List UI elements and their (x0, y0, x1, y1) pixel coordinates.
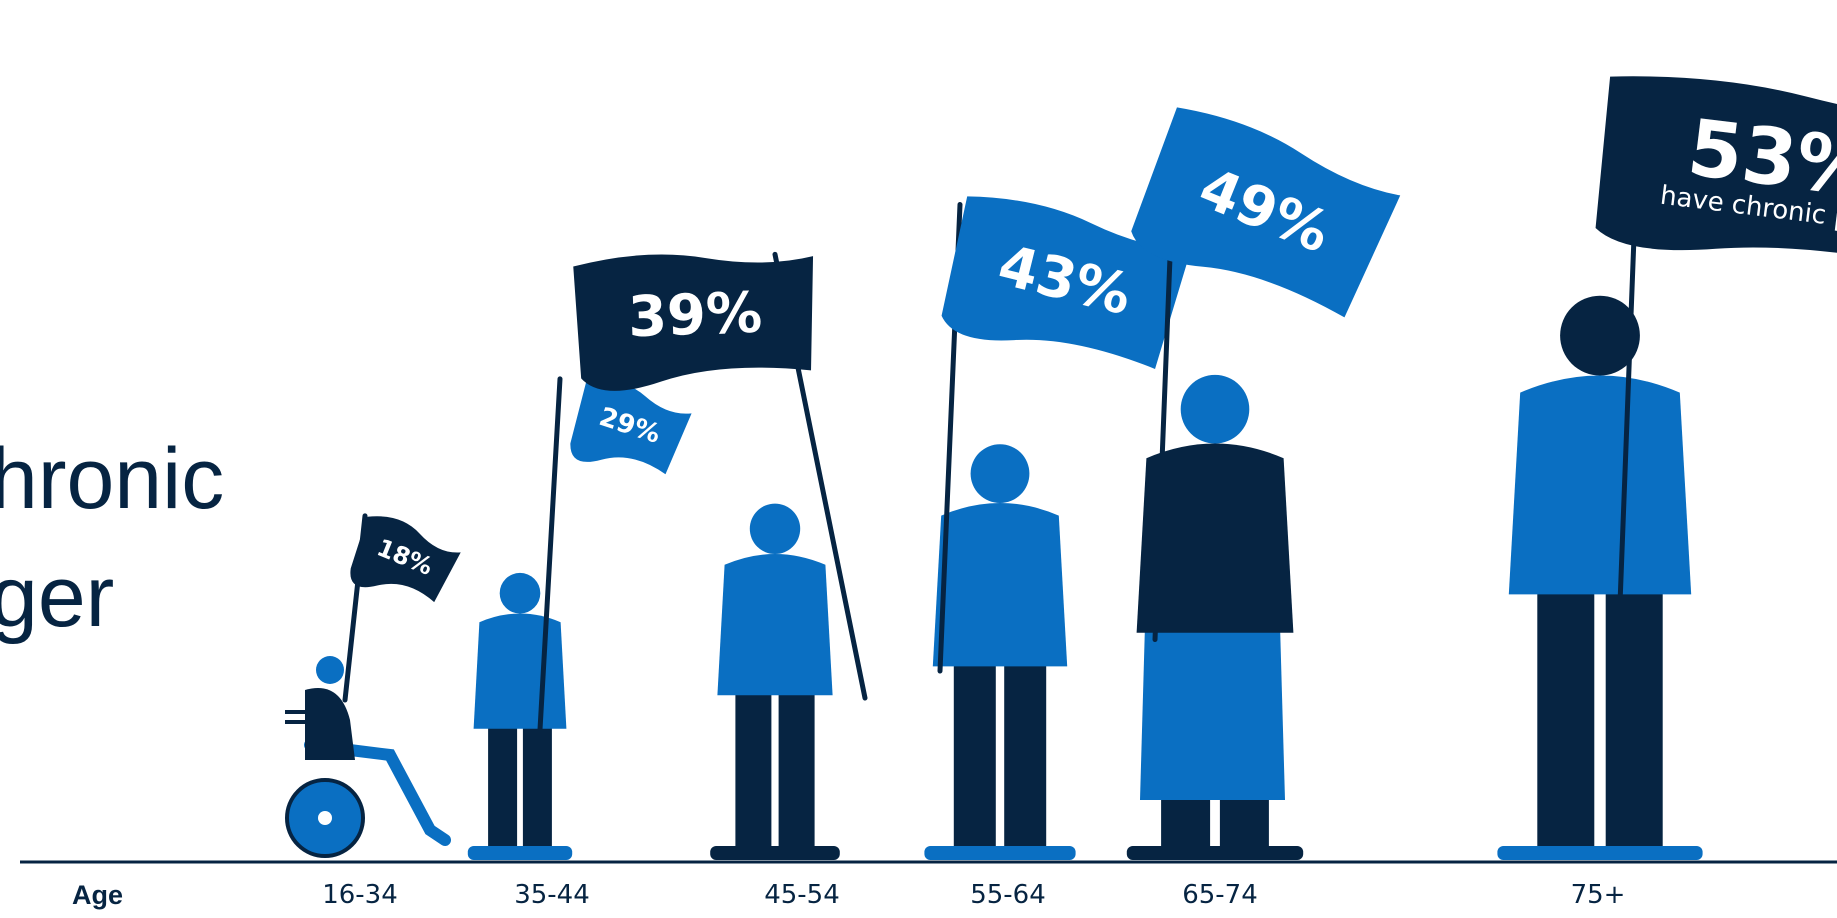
person-leg-left (488, 720, 518, 860)
person-leg-left (1537, 586, 1595, 860)
headline-line-2: ger (0, 549, 115, 645)
person-torso (1136, 443, 1294, 633)
flag-4: 43% (941, 196, 1191, 369)
person-shoes (710, 846, 840, 860)
flag-1: 18% (350, 516, 461, 603)
motion-lines (285, 710, 320, 724)
person-head (749, 503, 801, 554)
person-torso (932, 503, 1068, 667)
flag-6: 53%have chronic pain (1595, 76, 1837, 271)
person-shoes (924, 846, 1076, 860)
person-leg-right (778, 687, 815, 860)
person-figure-6 (1497, 295, 1703, 860)
x-tick-label: 45-54 (764, 880, 840, 910)
flag-cloth (350, 516, 461, 603)
person-leg-left (735, 687, 772, 860)
person-figure-2 (467, 572, 573, 860)
flag-cloth (1595, 76, 1837, 271)
x-tick-label: 35-44 (514, 880, 590, 910)
person-head (1180, 374, 1250, 444)
person-skirt (1140, 624, 1285, 800)
x-tick-label: 16-34 (322, 880, 398, 910)
person-head (499, 572, 541, 614)
x-axis-label: Age (72, 880, 124, 910)
flag-2: 29% (570, 380, 692, 475)
person-leg-right (1004, 658, 1047, 860)
person-head (970, 444, 1030, 503)
person-head (1560, 295, 1640, 376)
person-figure-1 (285, 656, 451, 858)
data-label-3: 39% (627, 281, 763, 351)
flags-layer: 18% 29% 39% 43%49% 53%have chronic pain (342, 76, 1837, 732)
flag-cloth (1131, 107, 1401, 318)
person-leg-right (522, 720, 552, 860)
person-shoes (1126, 846, 1304, 860)
wheelchair-hub (318, 811, 332, 825)
headline-line-1: hronic (0, 431, 225, 527)
flag-cloth (570, 380, 692, 475)
flag-cloth (941, 196, 1191, 369)
person-shoes (467, 846, 573, 860)
person-leg-right (1605, 586, 1663, 860)
headline-text: hronic ger (0, 420, 224, 656)
flag-5: 49% (1131, 107, 1401, 318)
person-torso (305, 688, 355, 760)
person-figure-4 (924, 444, 1076, 860)
flag-cloth (573, 254, 814, 391)
person-figure-5 (1126, 374, 1304, 860)
person-torso (1508, 375, 1692, 595)
x-tick-label: 75+ (1570, 880, 1626, 910)
person-figure-3 (710, 503, 840, 860)
person-shoes (1497, 846, 1703, 860)
flag-pole (537, 376, 563, 732)
x-tick-label: 55-64 (970, 880, 1046, 910)
person-head (316, 656, 344, 684)
person-leg-left (953, 658, 996, 860)
people-layer (285, 295, 1703, 860)
person-torso (717, 554, 833, 696)
flag-3: 39% (573, 254, 814, 391)
x-tick-label: 65-74 (1182, 880, 1258, 910)
person-torso (473, 613, 567, 729)
